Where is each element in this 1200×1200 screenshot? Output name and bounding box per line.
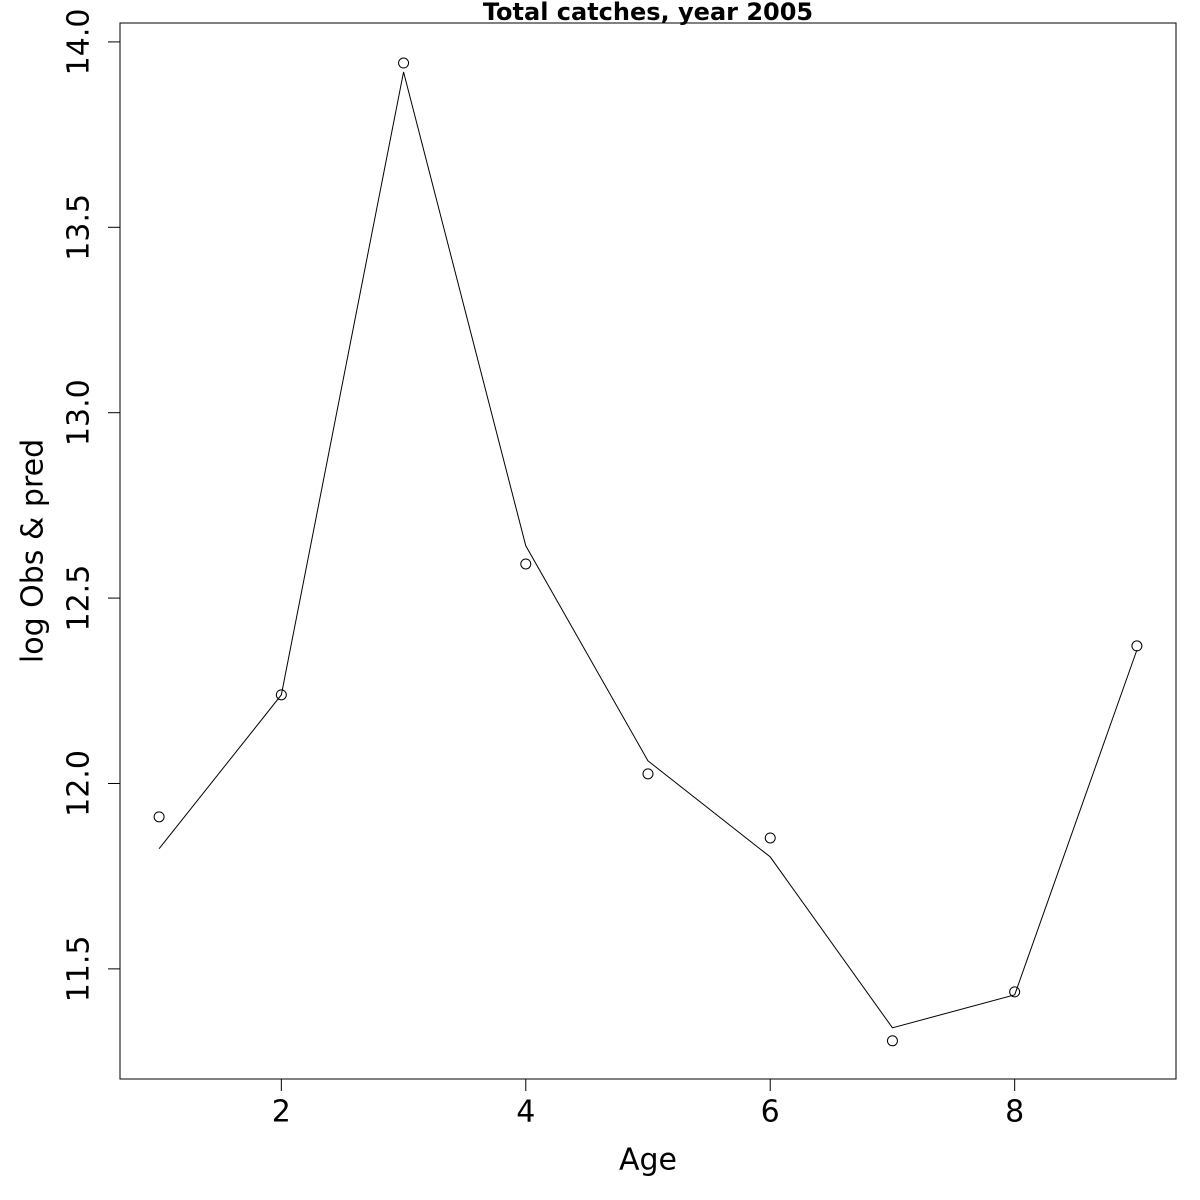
y-axis-label: log Obs & pred	[16, 439, 51, 663]
observed-point	[153, 811, 165, 823]
y-tick-label: 11.5	[62, 935, 97, 1002]
y-tick-label: 14.0	[61, 9, 96, 76]
observed-point	[886, 1035, 898, 1047]
observed-point	[398, 57, 410, 69]
x-tick-label: 4	[516, 1095, 535, 1130]
plot-frame	[119, 22, 1177, 1080]
x-axis-label: Age	[619, 1143, 677, 1178]
y-tick-label: 13.5	[62, 194, 97, 261]
predicted-line	[158, 71, 1138, 1029]
x-tick-label: 8	[1005, 1095, 1024, 1130]
observed-point	[1131, 640, 1143, 652]
observed-point	[642, 768, 654, 780]
chart-title: Total catches, year 2005	[483, 0, 813, 26]
y-tick-label: 12.0	[62, 750, 97, 817]
observed-point	[764, 832, 776, 844]
observed-point	[520, 558, 532, 570]
observed-point	[1009, 986, 1021, 998]
observed-point	[275, 689, 287, 701]
y-tick-label: 12.5	[62, 565, 97, 632]
x-tick-label: 6	[761, 1095, 780, 1130]
x-tick-label: 2	[272, 1095, 291, 1130]
y-tick-label: 13.0	[62, 379, 97, 446]
